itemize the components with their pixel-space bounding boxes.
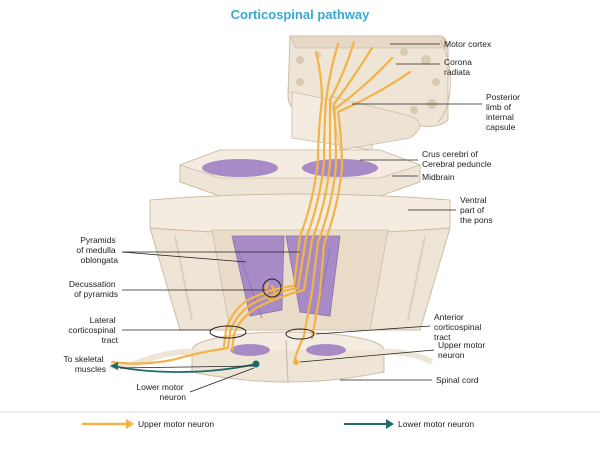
label-pyramids-line-1: Pyramids	[80, 235, 115, 245]
lower-motor-neuron	[110, 359, 299, 373]
label-to-skeletal-muscles-line-1: To skeletal	[63, 354, 103, 364]
label-ventral-pons-line-3: the pons	[460, 215, 493, 225]
label-midbrain: Midbrain	[422, 172, 455, 182]
upper-arrow-icon	[126, 419, 134, 429]
label-upper-motor-neuron-line-2: neuron	[438, 350, 465, 360]
decussation-marker	[262, 278, 282, 298]
label-pyramids: Pyramids of medulla oblongata	[76, 235, 118, 265]
upper-motor-neuron-tract	[110, 40, 412, 365]
label-posterior-limb-line-2: limb of	[486, 102, 512, 112]
label-to-skeletal-muscles: To skeletal muscles	[63, 354, 106, 374]
leader-lines	[119, 43, 482, 393]
label-anterior-tract-line-1: Anterior	[434, 312, 464, 322]
label-ventral-pons: Ventral part of the pons	[460, 195, 493, 225]
legend-lower-label: Lower motor neuron	[398, 419, 474, 429]
label-posterior-limb-line-4: capsule	[486, 122, 516, 132]
diagram-title: Corticospinal pathway	[231, 7, 370, 22]
label-ventral-pons-line-2: part of	[460, 205, 485, 215]
label-decussation-line-1: Decussation	[69, 279, 116, 289]
spinal-cord-segment	[108, 331, 434, 383]
label-crus-cerebri: Crus cerebri of Cerebral peduncle	[422, 149, 492, 169]
legend-lower-motor-neuron: Lower motor neuron	[344, 419, 474, 429]
label-motor-cortex: Motor cortex	[444, 39, 492, 49]
label-anterior-tract: Anterior corticospinal tract	[434, 312, 484, 342]
label-lower-motor-neuron-line-2: neuron	[160, 392, 187, 402]
legend-upper-label: Upper motor neuron	[138, 419, 214, 429]
legend-upper-motor-neuron: Upper motor neuron	[82, 419, 214, 429]
label-posterior-limb-line-3: internal	[486, 112, 514, 122]
label-upper-motor-neuron: Upper motor neuron	[438, 340, 488, 360]
label-lateral-tract-line-1: Lateral	[90, 315, 116, 325]
lateral-tract-marker	[209, 325, 247, 339]
crus-cerebri-left	[202, 159, 278, 177]
label-anterior-tract-line-3: tract	[434, 332, 451, 342]
label-corona-radiata: Corona radiata	[444, 57, 474, 77]
label-crus-cerebri-line-2: Cerebral peduncle	[422, 159, 492, 169]
label-corona-radiata-line-1: Corona	[444, 57, 472, 67]
label-posterior-limb-line-1: Posterior	[486, 92, 520, 102]
label-corona-radiata-line-2: radiata	[444, 67, 470, 77]
label-ventral-pons-line-1: Ventral	[460, 195, 487, 205]
label-decussation-line-2: of pyramids	[74, 289, 118, 299]
label-lateral-tract-line-2: corticospinal	[68, 325, 115, 335]
label-lower-motor-neuron-line-1: Lower motor	[136, 382, 183, 392]
label-decussation: Decussation of pyramids	[69, 279, 118, 299]
label-lateral-tract: Lateral corticospinal tract	[68, 315, 118, 345]
label-posterior-limb: Posterior limb of internal capsule	[486, 92, 522, 132]
label-spinal-cord: Spinal cord	[436, 375, 479, 385]
label-anterior-tract-line-2: corticospinal	[434, 322, 481, 332]
label-to-skeletal-muscles-line-2: muscles	[75, 364, 106, 374]
label-lower-motor-neuron: Lower motor neuron	[136, 382, 186, 402]
label-pyramids-line-3: oblongata	[81, 255, 119, 265]
label-pyramids-line-2: of medulla	[76, 245, 115, 255]
midbrain-slab	[178, 149, 422, 197]
crus-cerebri-right	[302, 159, 378, 177]
anterior-tract-marker	[285, 328, 315, 340]
label-lateral-tract-line-3: tract	[101, 335, 118, 345]
label-upper-motor-neuron-line-1: Upper motor	[438, 340, 485, 350]
label-crus-cerebri-line-1: Crus cerebri of	[422, 149, 478, 159]
lower-arrow-icon	[386, 419, 394, 429]
legend: Upper motor neuron Lower motor neuron	[0, 411, 600, 429]
